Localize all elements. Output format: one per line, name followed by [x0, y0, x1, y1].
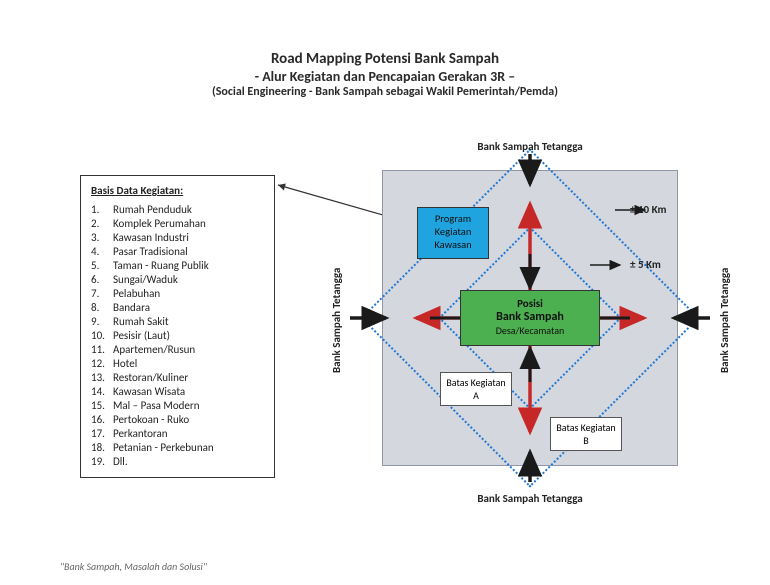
program-l1: Program [418, 212, 488, 225]
basis-data-box: Basis Data Kegiatan: Rumah PendudukKompl… [80, 175, 275, 478]
basis-data-item: Sungai/Waduk [91, 273, 264, 286]
basis-data-item: Apartemen/Rusun [91, 343, 264, 356]
basis-data-item: Rumah Penduduk [91, 203, 264, 216]
basis-data-item: Pertokoan - Ruko [91, 413, 264, 426]
basis-data-item: Dll. [91, 455, 264, 468]
program-box: Program Kegiatan Kawasan [417, 207, 489, 259]
basis-data-item: Perkantoran [91, 427, 264, 440]
basis-data-item: Hotel [91, 357, 264, 370]
diagram-area: Posisi Bank Sampah Desa/Kecamatan Progra… [320, 140, 740, 540]
center-position-box: Posisi Bank Sampah Desa/Kecamatan [460, 290, 600, 346]
basis-data-item: Bandara [91, 301, 264, 314]
distance-5km: ± 5 Km [630, 258, 661, 271]
title-main: Road Mapping Potensi Bank Sampah [0, 50, 770, 68]
basis-data-item: Komplek Perumahan [91, 217, 264, 230]
center-line1: Posisi [461, 297, 599, 310]
batas-a-box: Batas Kegiatan A [440, 372, 512, 406]
basis-data-heading: Basis Data Kegiatan: [91, 184, 264, 197]
basis-data-list: Rumah PendudukKomplek PerumahanKawasan I… [91, 203, 264, 468]
title-block: Road Mapping Potensi Bank Sampah - Alur … [0, 50, 770, 99]
basis-data-item: Petanian - Perkebunan [91, 441, 264, 454]
basis-data-item: Pesisir (Laut) [91, 329, 264, 342]
program-l2: Kegiatan [418, 225, 488, 238]
basis-data-item: Kawasan Industri [91, 231, 264, 244]
title-sub1: - Alur Kegiatan dan Pencapaian Gerakan 3… [0, 68, 770, 85]
neighbour-top: Bank Sampah Tetangga [450, 140, 610, 153]
basis-data-item: Taman - Ruang Publik [91, 259, 264, 272]
center-line2: Bank Sampah [461, 310, 599, 324]
distance-10km: ± 10 Km [630, 203, 666, 216]
neighbour-right: Bank Sampah Tetangga [718, 250, 731, 390]
basis-data-item: Rumah Sakit [91, 315, 264, 328]
basis-data-item: Restoran/Kuliner [91, 371, 264, 384]
basis-data-item: Pasar Tradisional [91, 245, 264, 258]
basis-data-item: Pelabuhan [91, 287, 264, 300]
title-sub2: (Social Engineering - Bank Sampah sebaga… [0, 85, 770, 99]
batas-b-box: Batas Kegiatan B [550, 417, 622, 451]
program-l3: Kawasan [418, 238, 488, 251]
neighbour-bottom: Bank Sampah Tetangga [450, 492, 610, 505]
center-line3: Desa/Kecamatan [461, 324, 599, 337]
neighbour-left: Bank Sampah Tetangga [330, 250, 343, 390]
footer-quote: "Bank Sampah, Masalah dan Solusi" [60, 560, 207, 573]
basis-data-item: Kawasan Wisata [91, 385, 264, 398]
basis-data-item: Mal – Pasa Modern [91, 399, 264, 412]
